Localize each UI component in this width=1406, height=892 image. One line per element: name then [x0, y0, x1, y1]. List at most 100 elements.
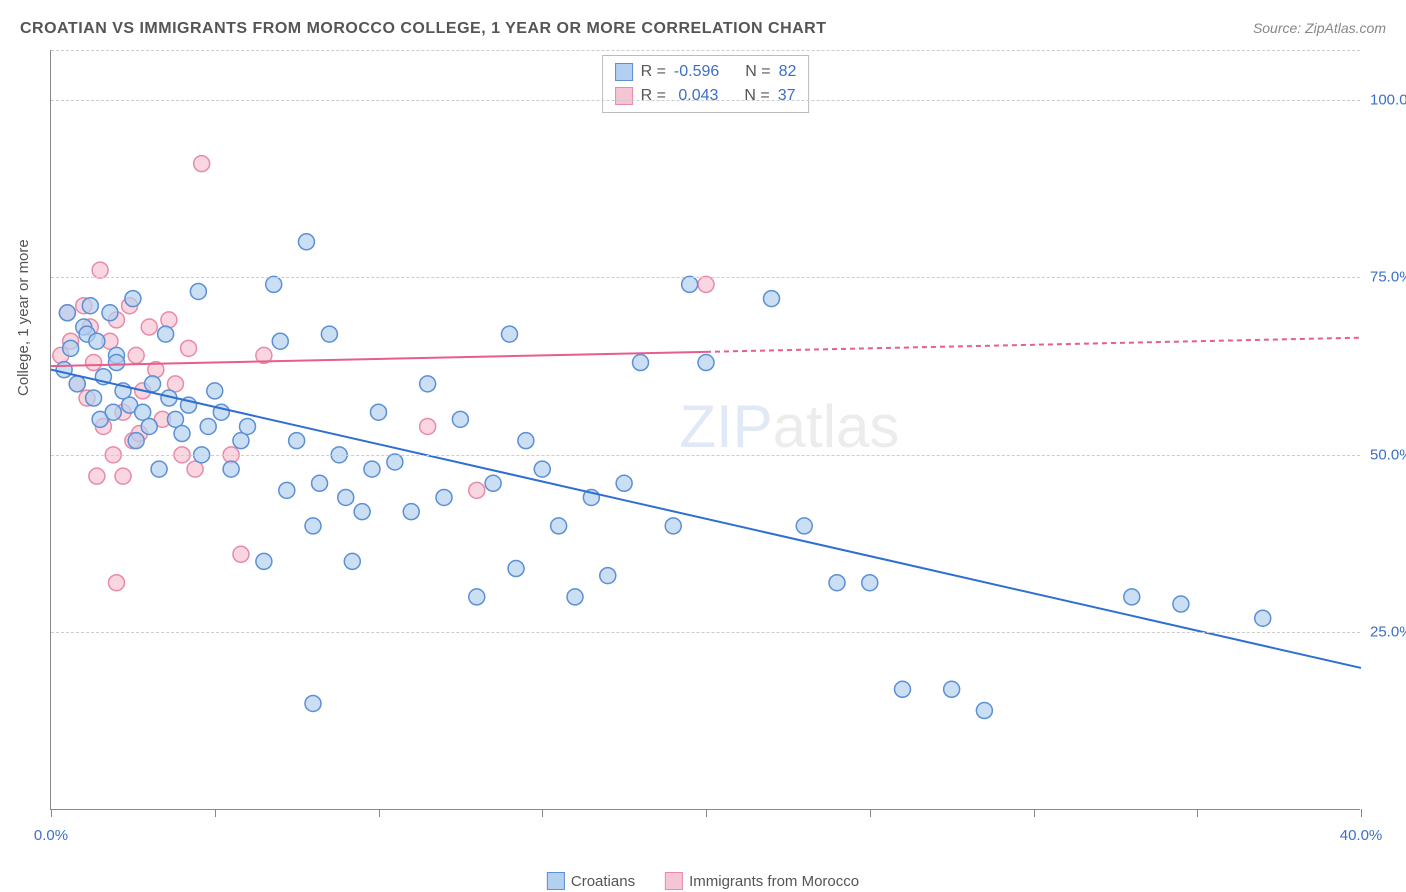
stats-row-croatians: R = -0.596 N = 82	[615, 60, 797, 84]
y-axis-label: College, 1 year or more	[15, 239, 32, 396]
data-point	[161, 312, 177, 328]
data-point	[436, 489, 452, 505]
ytick-label: 100.0%	[1370, 91, 1406, 108]
data-point	[298, 234, 314, 250]
data-point	[115, 468, 131, 484]
n-value: 82	[779, 60, 797, 84]
data-point	[174, 426, 190, 442]
trend-line	[51, 352, 706, 366]
data-point	[102, 305, 118, 321]
data-point	[1124, 589, 1140, 605]
data-point	[551, 518, 567, 534]
xtick	[1361, 809, 1362, 817]
plot-area: R = -0.596 N = 82 R = 0.043 N = 37 ZIPat…	[50, 50, 1360, 810]
grid-line	[51, 455, 1360, 456]
data-point	[59, 305, 75, 321]
swatch-croatians	[615, 63, 633, 81]
data-point	[862, 575, 878, 591]
data-point	[403, 504, 419, 520]
xtick	[51, 809, 52, 817]
ytick-label: 75.0%	[1370, 269, 1406, 286]
data-point	[344, 553, 360, 569]
stats-row-morocco: R = 0.043 N = 37	[615, 84, 797, 108]
grid-line	[51, 50, 1360, 51]
grid-line	[51, 632, 1360, 633]
data-point	[665, 518, 681, 534]
data-point	[200, 418, 216, 434]
data-point	[567, 589, 583, 605]
data-point	[354, 504, 370, 520]
data-point	[518, 433, 534, 449]
data-point	[305, 518, 321, 534]
data-point	[305, 695, 321, 711]
data-point	[289, 433, 305, 449]
ytick-label: 25.0%	[1370, 624, 1406, 641]
data-point	[128, 433, 144, 449]
data-point	[976, 703, 992, 719]
r-label: R =	[641, 84, 666, 108]
data-point	[420, 376, 436, 392]
source-label: Source: ZipAtlas.com	[1253, 20, 1386, 36]
xtick	[379, 809, 380, 817]
data-point	[364, 461, 380, 477]
data-point	[240, 418, 256, 434]
data-point	[534, 461, 550, 477]
data-point	[89, 333, 105, 349]
grid-line	[51, 277, 1360, 278]
xtick	[870, 809, 871, 817]
data-point	[508, 561, 524, 577]
data-point	[944, 681, 960, 697]
legend-item-croatians: Croatians	[547, 872, 635, 890]
data-point	[82, 298, 98, 314]
data-point	[86, 355, 102, 371]
grid-line	[51, 100, 1360, 101]
data-point	[190, 283, 206, 299]
data-point	[682, 276, 698, 292]
data-point	[89, 468, 105, 484]
data-point	[109, 355, 125, 371]
data-point	[128, 347, 144, 363]
data-point	[321, 326, 337, 342]
data-point	[86, 390, 102, 406]
swatch-croatians-icon	[547, 872, 565, 890]
data-point	[633, 355, 649, 371]
data-point	[69, 376, 85, 392]
legend-label: Croatians	[571, 873, 635, 890]
xtick	[542, 809, 543, 817]
data-point	[141, 319, 157, 335]
ytick-label: 50.0%	[1370, 446, 1406, 463]
legend-item-morocco: Immigrants from Morocco	[665, 872, 859, 890]
data-point	[56, 362, 72, 378]
r-label: R =	[641, 60, 666, 84]
data-point	[387, 454, 403, 470]
r-value: 0.043	[674, 84, 719, 108]
xtick	[1034, 809, 1035, 817]
data-point	[452, 411, 468, 427]
data-point	[145, 376, 161, 392]
data-point	[829, 575, 845, 591]
data-point	[1173, 596, 1189, 612]
swatch-morocco	[615, 87, 633, 105]
data-point	[158, 326, 174, 342]
data-point	[895, 681, 911, 697]
legend-bottom: Croatians Immigrants from Morocco	[547, 872, 859, 890]
data-point	[194, 156, 210, 172]
stats-box: R = -0.596 N = 82 R = 0.043 N = 37	[602, 55, 810, 113]
data-point	[266, 276, 282, 292]
data-point	[600, 568, 616, 584]
data-point	[151, 461, 167, 477]
data-point	[338, 489, 354, 505]
data-point	[796, 518, 812, 534]
data-point	[256, 553, 272, 569]
data-point	[141, 418, 157, 434]
trend-line	[51, 370, 1361, 668]
data-point	[272, 333, 288, 349]
data-point	[63, 340, 79, 356]
data-point	[233, 546, 249, 562]
n-label: N =	[744, 84, 769, 108]
data-point	[698, 355, 714, 371]
data-point	[698, 276, 714, 292]
xtick-label: 0.0%	[34, 827, 68, 844]
data-point	[125, 291, 141, 307]
data-point	[469, 482, 485, 498]
